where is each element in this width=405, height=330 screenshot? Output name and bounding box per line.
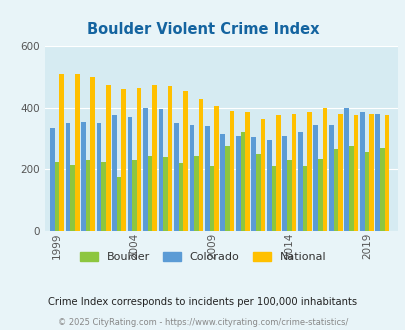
Legend: Boulder, Colorado, National: Boulder, Colorado, National: [75, 248, 330, 267]
Bar: [328, 125, 333, 231]
Bar: [81, 122, 85, 231]
Bar: [275, 115, 280, 231]
Bar: [158, 109, 163, 231]
Bar: [101, 162, 106, 231]
Text: Crime Index corresponds to incidents per 100,000 inhabitants: Crime Index corresponds to incidents per…: [48, 297, 357, 307]
Bar: [245, 113, 249, 231]
Bar: [291, 114, 296, 231]
Bar: [205, 126, 209, 231]
Bar: [116, 177, 121, 231]
Bar: [163, 157, 167, 231]
Bar: [266, 140, 271, 231]
Bar: [368, 114, 373, 231]
Bar: [147, 155, 152, 231]
Bar: [251, 137, 256, 231]
Bar: [132, 160, 136, 231]
Bar: [337, 114, 342, 231]
Bar: [174, 123, 178, 231]
Bar: [90, 77, 95, 231]
Bar: [359, 113, 364, 231]
Bar: [302, 166, 307, 231]
Bar: [136, 88, 141, 231]
Bar: [75, 74, 79, 231]
Bar: [214, 106, 218, 231]
Bar: [178, 163, 183, 231]
Bar: [343, 108, 348, 231]
Bar: [256, 154, 260, 231]
Bar: [66, 123, 70, 231]
Bar: [375, 114, 379, 231]
Bar: [313, 125, 317, 231]
Bar: [225, 146, 229, 231]
Bar: [209, 166, 214, 231]
Bar: [70, 165, 75, 231]
Bar: [307, 113, 311, 231]
Bar: [85, 160, 90, 231]
Bar: [286, 160, 291, 231]
Bar: [112, 115, 116, 231]
Bar: [229, 111, 234, 231]
Bar: [220, 134, 225, 231]
Bar: [121, 89, 126, 231]
Bar: [333, 149, 337, 231]
Bar: [198, 99, 203, 231]
Bar: [235, 136, 240, 231]
Bar: [59, 74, 64, 231]
Bar: [50, 128, 55, 231]
Bar: [189, 125, 194, 231]
Bar: [194, 155, 198, 231]
Text: © 2025 CityRating.com - https://www.cityrating.com/crime-statistics/: © 2025 CityRating.com - https://www.city…: [58, 318, 347, 327]
Bar: [260, 118, 265, 231]
Bar: [96, 123, 101, 231]
Bar: [167, 86, 172, 231]
Bar: [364, 152, 368, 231]
Bar: [379, 148, 384, 231]
Bar: [348, 146, 353, 231]
Bar: [317, 159, 322, 231]
Bar: [322, 108, 326, 231]
Bar: [282, 136, 286, 231]
Bar: [55, 162, 59, 231]
Text: Boulder Violent Crime Index: Boulder Violent Crime Index: [87, 22, 318, 37]
Bar: [183, 91, 188, 231]
Bar: [384, 115, 388, 231]
Bar: [271, 166, 275, 231]
Bar: [240, 132, 245, 231]
Bar: [353, 115, 358, 231]
Bar: [152, 85, 157, 231]
Bar: [143, 108, 147, 231]
Bar: [127, 117, 132, 231]
Bar: [297, 132, 302, 231]
Bar: [106, 85, 110, 231]
